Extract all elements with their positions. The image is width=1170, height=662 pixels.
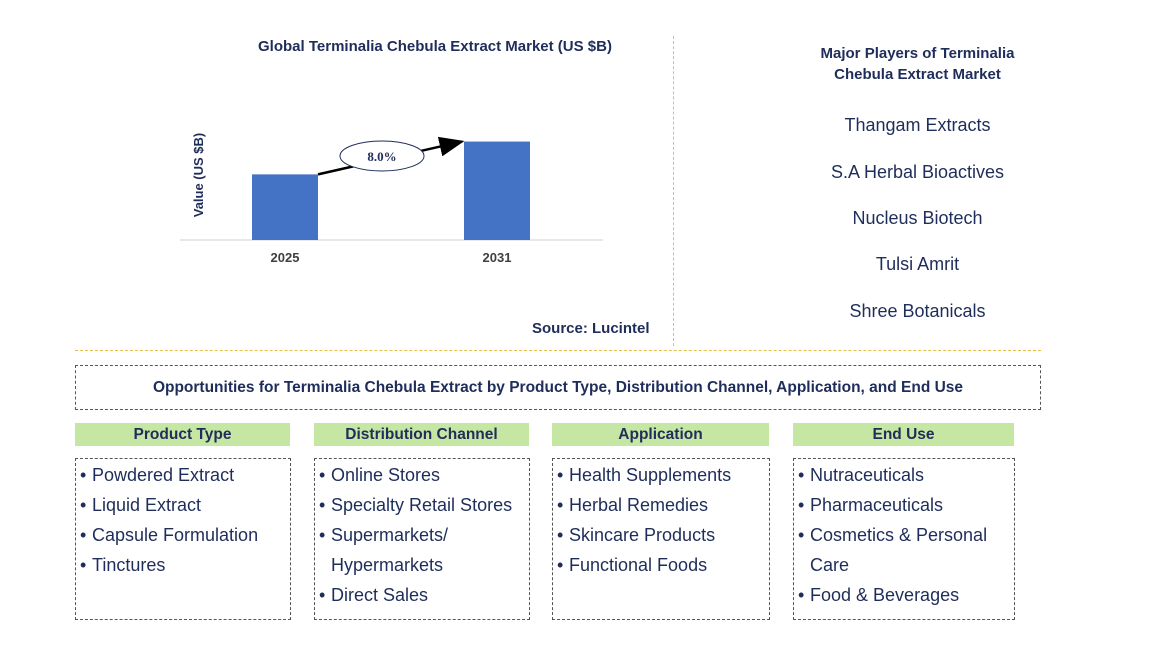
players-title: Major Players of Terminalia Chebula Extr… xyxy=(800,43,1035,85)
segment-item-text: Direct Sales xyxy=(331,585,429,605)
segment-item-text: Liquid Extract xyxy=(92,495,202,515)
segment-item-text: Health Supplements xyxy=(569,465,732,485)
segment-item: Online Stores xyxy=(319,460,525,490)
player-item: Thangam Extracts xyxy=(844,115,991,135)
segment-item: Tinctures xyxy=(80,550,286,580)
bar-2031 xyxy=(464,141,530,240)
segment-item: Specialty Retail Stores xyxy=(319,490,525,520)
opportunities-title: Opportunities for Terminalia Chebula Ext… xyxy=(75,365,1041,410)
vertical-divider xyxy=(673,36,674,346)
cagr-ellipse xyxy=(339,140,425,172)
players-title-line1: Major Players of Terminalia xyxy=(820,45,1015,62)
segment-item-text: Nutraceuticals xyxy=(810,465,925,485)
segment-header: End Use xyxy=(793,423,1014,446)
x-tick-label: 2031 xyxy=(483,250,512,265)
segment-item-text: Specialty Retail Stores xyxy=(331,495,513,515)
segment-item: Health Supplements xyxy=(557,460,765,490)
segment-item-text: Functional Foods xyxy=(569,555,708,575)
segment-header: Application xyxy=(552,423,769,446)
segment-item: Pharmaceuticals xyxy=(798,490,1010,520)
segment-item: Direct Sales xyxy=(319,580,525,610)
segment-list: Health Supplements Herbal Remedies Skincar… xyxy=(552,458,770,620)
segment-item: Powdered Extract xyxy=(80,460,286,490)
segment-item-text: Pharmaceuticals xyxy=(810,495,944,515)
player-item: Shree Botanicals xyxy=(849,301,986,321)
x-tick-label: 2025 xyxy=(271,250,300,265)
segment-list: Powdered Extract Liquid Extract Capsule Fo… xyxy=(75,458,291,620)
segment-item-text: Online Stores xyxy=(331,465,441,485)
segment-item-text: Supermarkets/ xyxy=(331,525,449,545)
segment-item: Supermarkets/Hypermarkets xyxy=(319,520,525,580)
segment-item: Capsule Formulation xyxy=(80,520,286,550)
y-axis-label: Value (US $B) xyxy=(191,133,206,218)
chart-title: Global Terminalia Chebula Extract Market… xyxy=(258,38,612,55)
bar-chart: Value (US $B) 2025 2031 8.0% xyxy=(180,133,603,265)
segment-item-text: Care xyxy=(810,555,850,575)
segment-item-text: Herbal Remedies xyxy=(569,495,709,515)
segment-item: Skincare Products xyxy=(557,520,765,550)
segment-item: Cosmetics & Personal Care xyxy=(798,520,1010,580)
player-item: S.A Herbal Bioactives xyxy=(830,162,1005,182)
player-item: Tulsi Amrit xyxy=(875,254,960,274)
bar-2025 xyxy=(252,174,318,240)
segment-item-text: Skincare Products xyxy=(569,525,716,545)
segment-item-text: Hypermarkets xyxy=(331,555,444,575)
segment-item-text: Cosmetics & Personal xyxy=(810,525,988,545)
segment-header: Product Type xyxy=(75,423,290,446)
players-title-line2: Chebula Extract Market xyxy=(834,66,1001,83)
segment-header: Distribution Channel xyxy=(314,423,529,446)
segment-item: Functional Foods xyxy=(557,550,765,580)
segment-item-text: Tinctures xyxy=(92,555,166,575)
cagr-label: 8.0% xyxy=(367,149,396,164)
segment-item: Liquid Extract xyxy=(80,490,286,520)
segment-item: Food & Beverages xyxy=(798,580,1010,610)
segment-item-text: Food & Beverages xyxy=(810,585,960,605)
source-label: Source: Lucintel xyxy=(532,320,650,337)
segment-item-text: Powdered Extract xyxy=(92,465,235,485)
segment-list: Nutraceuticals Pharmaceuticals Cosmetics &… xyxy=(793,458,1015,620)
segment-item-text: Capsule Formulation xyxy=(92,525,259,545)
horizontal-divider xyxy=(75,350,1041,351)
segment-list: Online Stores Specialty Retail Stores Supe… xyxy=(314,458,530,620)
player-item: Nucleus Biotech xyxy=(852,208,983,228)
segment-item: Herbal Remedies xyxy=(557,490,765,520)
segment-item: Nutraceuticals xyxy=(798,460,1010,490)
